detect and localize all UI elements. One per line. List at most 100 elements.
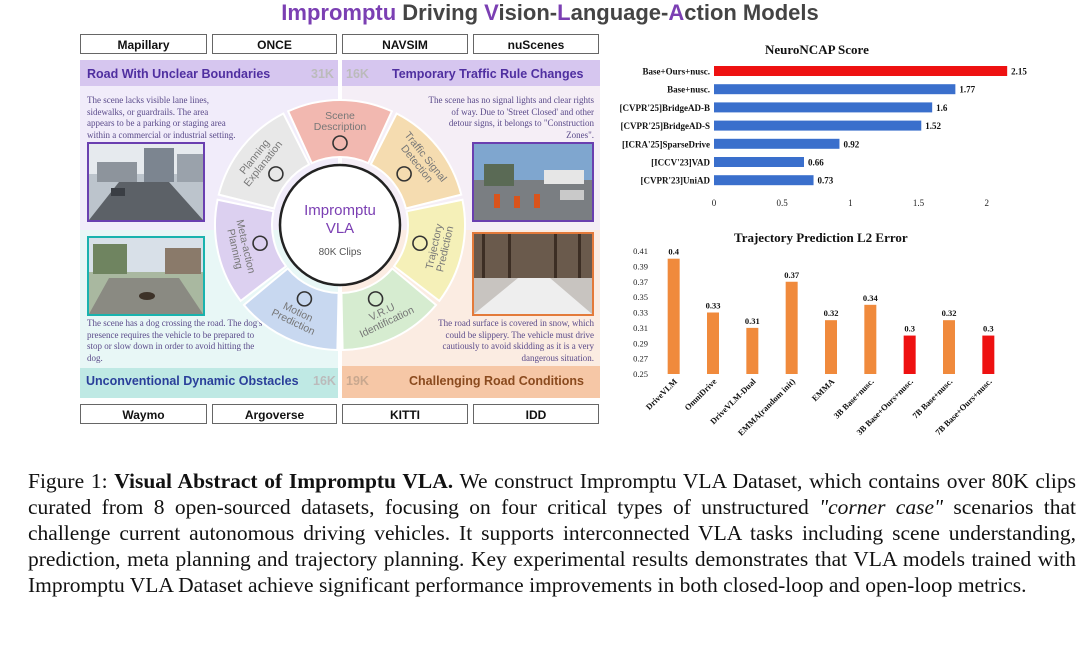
l2-value-label: 0.34 bbox=[863, 293, 879, 303]
l2-y-tick: 0.37 bbox=[633, 277, 648, 287]
source-tag-waymo: Waymo bbox=[80, 404, 207, 424]
caption-bold: Visual Abstract of Impromptu VLA. bbox=[114, 469, 454, 493]
l2-y-tick: 0.39 bbox=[633, 261, 648, 271]
l2-y-tick: 0.41 bbox=[633, 246, 648, 256]
source-tag-once: ONCE bbox=[212, 34, 337, 54]
l2-value-label: 0.32 bbox=[824, 308, 839, 318]
task-icon bbox=[396, 166, 412, 182]
quadrant-text-bl: The scene has a dog crossing the road. T… bbox=[87, 318, 263, 363]
source-tag-nuscenes: nuScenes bbox=[473, 34, 599, 54]
l2-bar bbox=[785, 281, 798, 374]
caption-part2: scenarios that challenge current autonom… bbox=[28, 495, 1076, 597]
l2-error-bar-chart: 0.41 0.39 0.37 0.35 0.33 0.31 0.29 0.27 0.25 0.4 D… bbox=[633, 246, 995, 438]
wheel-segment-planning-explanation bbox=[217, 112, 311, 210]
l2-value-label: 0.32 bbox=[942, 308, 957, 318]
wheel-segment-traffic-signal-detection bbox=[369, 112, 463, 210]
l2-value-label: 0.37 bbox=[784, 270, 800, 280]
quadrant-text-br: The road surface is covered in snow, whi… bbox=[438, 318, 594, 363]
neuroncap-x-tick: 1.5 bbox=[913, 198, 925, 208]
wheel-label-scene-description: Scene Description bbox=[314, 110, 367, 133]
l2-value-label: 0.3 bbox=[904, 324, 915, 334]
quadrant-count-tl: 31K bbox=[311, 67, 334, 81]
l2-bar bbox=[864, 304, 877, 374]
neuroncap-category-label: [ICCV'23]VAD bbox=[651, 158, 710, 168]
l2-bar bbox=[943, 320, 955, 374]
wheel-center bbox=[278, 163, 402, 287]
neuroncap-bar bbox=[714, 138, 840, 149]
quadrant-count-tr: 16K bbox=[346, 67, 369, 81]
l2-bar bbox=[903, 335, 916, 374]
neuroncap-value-label: 0.92 bbox=[843, 139, 859, 149]
wheel-segment-v-r-u-identification bbox=[340, 267, 438, 351]
l2-bar bbox=[707, 312, 719, 374]
l2-bar bbox=[825, 320, 837, 374]
l2-value-label: 0.33 bbox=[706, 301, 721, 311]
neuroncap-category-label: [CVPR'25]BridgeAD-B bbox=[620, 103, 711, 113]
neuroncap-x-tick: 2 bbox=[984, 198, 989, 208]
l2-category-label: OmniDrive bbox=[682, 376, 718, 412]
l2-y-tick: 0.27 bbox=[633, 354, 648, 364]
source-tag-navsim: NAVSIM bbox=[342, 34, 468, 54]
photo-construction-zone bbox=[472, 142, 594, 222]
task-icon bbox=[252, 235, 268, 252]
neuroncap-x-tick: 0.5 bbox=[777, 198, 789, 208]
title-word-impromptu: Impromptu bbox=[281, 0, 397, 25]
title-part: ision- bbox=[498, 0, 558, 25]
title-part: anguage- bbox=[570, 0, 669, 25]
caption-prefix: Figure 1: bbox=[28, 469, 115, 493]
task-icon bbox=[332, 135, 348, 151]
title-part: Driving bbox=[396, 0, 485, 25]
photo-dog-crossing bbox=[87, 236, 205, 316]
neuroncap-category-label: [CVPR'25]BridgeAD-S bbox=[621, 121, 711, 131]
wheel-center-clips: 80K Clips bbox=[319, 247, 362, 258]
l2-value-label: 0.4 bbox=[668, 247, 679, 257]
quadrant-title-tr: Temporary Traffic Rule Changes bbox=[392, 67, 584, 81]
wheel-segment-motion-prediction bbox=[242, 267, 340, 351]
l2-category-label: EMMA bbox=[810, 376, 837, 403]
neuroncap-value-label: 1.77 bbox=[959, 85, 975, 95]
neuroncap-value-label: 2.15 bbox=[1011, 67, 1027, 77]
l2-y-tick: 0.33 bbox=[633, 308, 648, 318]
l2-bar bbox=[746, 327, 759, 374]
l2-bar bbox=[982, 335, 995, 374]
source-tag-mapillary: Mapillary bbox=[80, 34, 207, 54]
chart-title-neuroncap: NeuroNCAP Score bbox=[765, 42, 869, 57]
wheel-center-sub: VLA bbox=[326, 220, 354, 237]
title-part: ction Models bbox=[684, 0, 819, 25]
wheel-segment-trajectory-prediction bbox=[392, 198, 466, 303]
figure-caption: Figure 1: Visual Abstract of Impromptu V… bbox=[28, 468, 1076, 598]
wheel-segment-meta-action-planning bbox=[214, 198, 288, 303]
figure-title: Impromptu Driving Vision-Language-Action… bbox=[230, 0, 870, 26]
title-part: A bbox=[668, 0, 685, 25]
neuroncap-category-label: Base+nusc. bbox=[667, 85, 710, 95]
neuroncap-value-label: 0.73 bbox=[818, 176, 834, 186]
l2-y-tick: 0.29 bbox=[633, 338, 648, 348]
l2-y-tick: 0.35 bbox=[633, 292, 648, 302]
neuroncap-bar bbox=[714, 84, 956, 95]
neuroncap-category-label: [ICRA'25]SparseDrive bbox=[622, 139, 710, 149]
source-tag-argoverse: Argoverse bbox=[212, 404, 337, 424]
l2-value-label: 0.31 bbox=[745, 316, 760, 326]
wheel-center-title: Impromptu bbox=[304, 202, 376, 219]
l2-bar bbox=[667, 258, 680, 374]
task-icon bbox=[296, 291, 313, 307]
quadrant-title-br: Challenging Road Conditions bbox=[409, 374, 584, 388]
caption-part1: We construct Impromptu VLA Dataset, whic… bbox=[28, 469, 1077, 519]
neuroncap-category-label: [CVPR'23]UniAD bbox=[641, 176, 711, 186]
quadrant-text-tl: The scene lacks visible lane lines, side… bbox=[87, 95, 236, 140]
neuroncap-bar bbox=[714, 157, 804, 167]
caption-italic: "corner case" bbox=[819, 495, 944, 519]
neuroncap-value-label: 1.6 bbox=[936, 103, 948, 113]
l2-y-tick: 0.25 bbox=[633, 369, 648, 379]
neuroncap-bar bbox=[714, 66, 1008, 76]
photo-parking-area bbox=[87, 142, 205, 222]
source-tag-kitti: KITTI bbox=[342, 404, 468, 424]
quadrant-text-tr: The scene has no signal lights and clear… bbox=[428, 95, 594, 140]
neuroncap-x-tick: 0 bbox=[712, 198, 717, 208]
neuroncap-value-label: 0.66 bbox=[808, 158, 824, 168]
neuroncap-bar bbox=[714, 102, 933, 113]
quadrant-count-br: 19K bbox=[346, 374, 369, 388]
neuroncap-value-label: 1.52 bbox=[925, 121, 941, 131]
quadrant-count-bl: 16K bbox=[313, 374, 336, 388]
